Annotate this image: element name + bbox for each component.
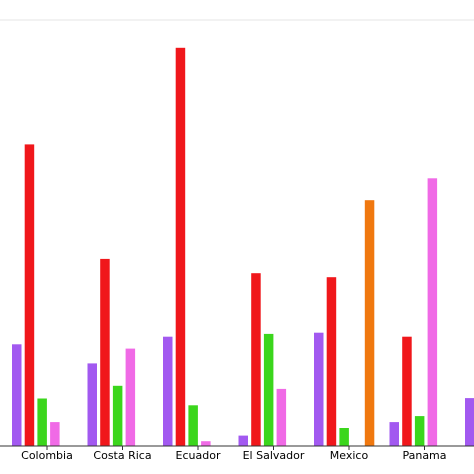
x-tick-label: Ecuador bbox=[176, 449, 221, 462]
bar-costa-rica-series-2 bbox=[100, 258, 110, 446]
bar-el-salvador-series-4 bbox=[276, 388, 287, 446]
bar-mexico-series-2 bbox=[326, 277, 337, 446]
bar-paraguay-series-1 bbox=[465, 398, 474, 446]
bar-el-salvador-series-3 bbox=[263, 333, 274, 446]
bar-mexico-series-1 bbox=[314, 332, 324, 446]
bar-panama-series-3 bbox=[414, 416, 425, 446]
x-tick-label: El Salvador bbox=[243, 449, 305, 462]
bar-mexico-series-3 bbox=[339, 428, 349, 446]
bar-colombia-series-3 bbox=[37, 398, 47, 446]
bar-el-salvador-series-2 bbox=[251, 273, 261, 446]
x-tick-label: Costa Rica bbox=[93, 449, 151, 462]
bars-group bbox=[12, 47, 474, 447]
bar-colombia-series-4 bbox=[50, 422, 60, 446]
bar-el-salvador-series-1 bbox=[238, 435, 248, 446]
bar-costa-rica-series-1 bbox=[87, 363, 97, 446]
bar-ecuador-series-1 bbox=[163, 336, 173, 446]
x-tick-label: Colombia bbox=[21, 449, 73, 462]
bar-ecuador-series-2 bbox=[175, 47, 186, 447]
x-tick-label: Panama bbox=[402, 449, 446, 462]
bar-costa-rica-series-3 bbox=[112, 385, 123, 446]
bar-panama-series-2 bbox=[402, 336, 412, 446]
bar-colombia-series-2 bbox=[24, 144, 35, 446]
x-ticks-group bbox=[46, 446, 425, 450]
bar-mexico-series-5 bbox=[364, 200, 375, 446]
bar-panama-series-4 bbox=[427, 178, 438, 447]
bar-panama-series-1 bbox=[389, 422, 399, 446]
x-tick-labels-group: Colombia Costa Rica Ecuador El Salvador Mexi… bbox=[21, 449, 446, 462]
bar-colombia-series-1 bbox=[12, 344, 22, 446]
bar-costa-rica-series-4 bbox=[125, 348, 136, 446]
x-tick-label: Mexico bbox=[330, 449, 369, 462]
bar-ecuador-series-4 bbox=[201, 441, 211, 446]
bar-ecuador-series-3 bbox=[188, 405, 198, 446]
